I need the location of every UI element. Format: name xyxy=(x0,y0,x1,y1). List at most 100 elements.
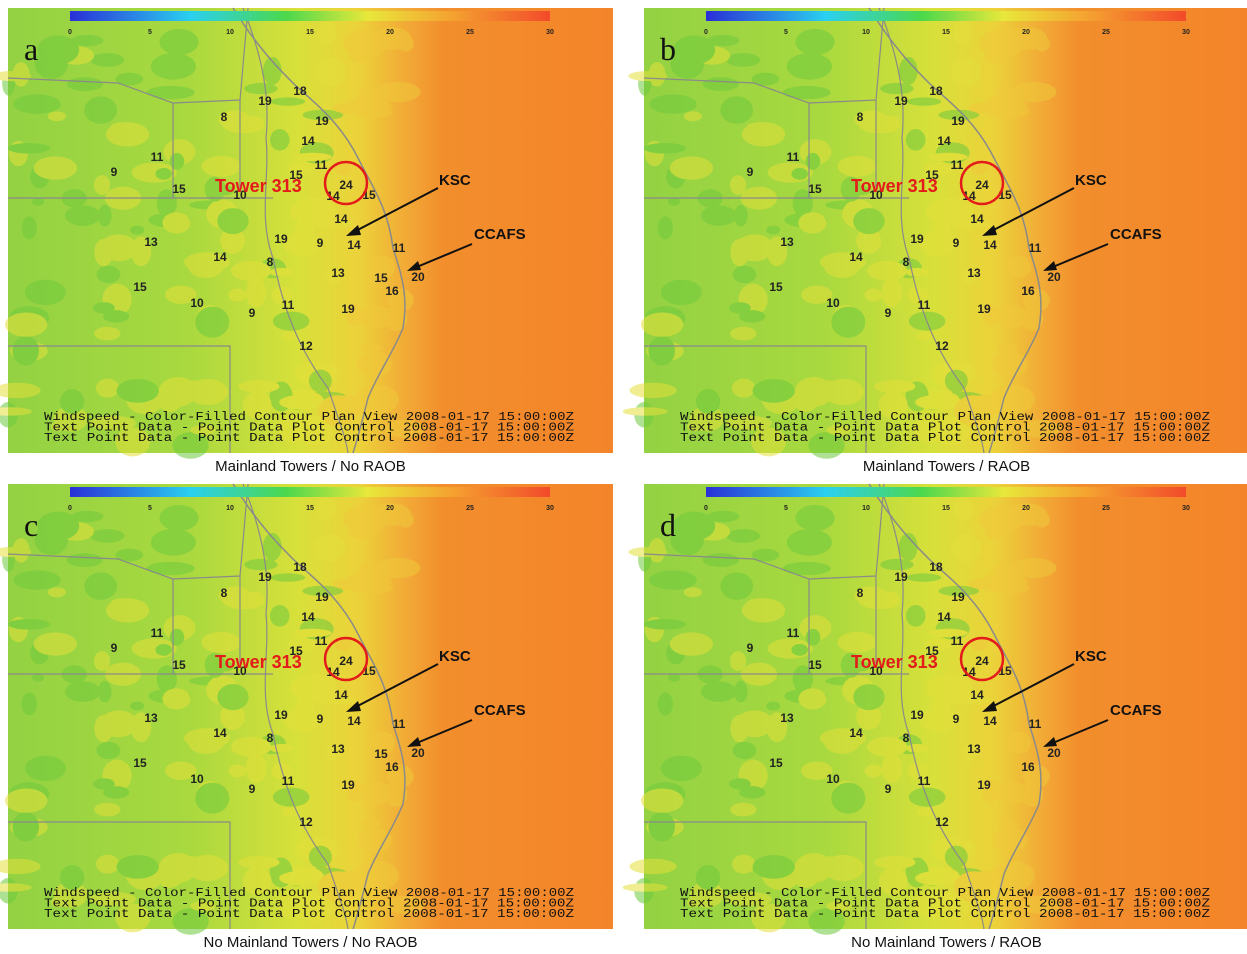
footer-line: Text Point Data - Point Data Plot Contro… xyxy=(680,898,1210,911)
station-value: 14 xyxy=(937,134,951,148)
shade-blob xyxy=(831,782,866,814)
county-lines xyxy=(7,483,273,929)
shade-blob xyxy=(792,665,813,693)
shade-blob xyxy=(162,688,191,710)
ccafs-arrow xyxy=(1047,719,1109,746)
ccafs-label: CCAFS xyxy=(474,226,526,243)
shade-blob xyxy=(730,802,757,817)
shade-blob xyxy=(150,529,197,556)
shade-blob xyxy=(924,638,952,652)
shade-blob xyxy=(801,761,833,780)
shade-blob xyxy=(116,854,159,879)
colorbar-tick-label: 5 xyxy=(784,29,788,36)
colorbar-tick-label: 15 xyxy=(306,505,314,512)
colorbar-tick-label: 0 xyxy=(68,29,72,36)
shade-blob xyxy=(190,901,216,911)
shade-blob xyxy=(831,306,866,338)
footer-line: Text Point Data - Point Data Plot Contro… xyxy=(44,908,574,921)
ccafs-arrowhead xyxy=(1043,737,1057,747)
shade-blob xyxy=(288,891,323,905)
station-value: 11 xyxy=(393,717,406,731)
shade-blob xyxy=(324,268,342,285)
shade-blob xyxy=(864,764,883,778)
station-value: 19 xyxy=(315,590,329,604)
station-value: 15 xyxy=(374,747,388,761)
station-value: 11 xyxy=(951,634,964,648)
shade-blob xyxy=(648,811,676,842)
shade-blob xyxy=(324,744,342,761)
station-value: 11 xyxy=(951,158,964,172)
shade-blob xyxy=(281,807,297,817)
shade-blob xyxy=(97,680,112,703)
shade-blob xyxy=(290,197,337,226)
shade-blob xyxy=(90,529,125,543)
shade-blob xyxy=(924,891,959,905)
colorbar-tick-label: 25 xyxy=(1102,505,1110,512)
shade-blob xyxy=(826,425,852,435)
shade-blob xyxy=(360,819,383,828)
shade-blob xyxy=(1021,895,1061,914)
shade-blob xyxy=(640,788,684,813)
shade-blob xyxy=(0,858,41,875)
shade-blob xyxy=(924,415,959,429)
shade-blob xyxy=(90,53,125,67)
shade-blob xyxy=(292,628,332,638)
shade-blob xyxy=(283,707,321,733)
shade-blob xyxy=(730,326,757,341)
station-value: 8 xyxy=(903,731,910,745)
shade-blob xyxy=(741,598,786,623)
station-value: 15 xyxy=(172,658,186,672)
station-value: 9 xyxy=(317,236,324,250)
shade-blob xyxy=(1021,419,1061,438)
shade-blob xyxy=(628,71,668,82)
footer-line: Text Point Data - Point Data Plot Contro… xyxy=(680,422,1210,435)
station-value: 10 xyxy=(190,772,204,786)
shade-blob xyxy=(99,234,138,262)
shade-blob xyxy=(302,585,344,597)
panel-caption: Mainland Towers / RAOB xyxy=(863,458,1030,475)
station-value: 19 xyxy=(258,94,272,108)
shade-blob xyxy=(201,155,241,177)
colorbar xyxy=(706,11,1186,21)
shade-blob xyxy=(53,882,88,908)
station-value: 14 xyxy=(213,250,227,264)
shade-blob xyxy=(375,557,421,579)
shade-blob xyxy=(731,378,756,398)
station-value: 12 xyxy=(935,815,949,829)
shade-blob xyxy=(92,302,115,314)
shade-blob xyxy=(84,96,118,124)
station-value: 19 xyxy=(951,590,965,604)
colorbar xyxy=(706,487,1186,497)
shade-blob xyxy=(805,628,821,646)
shade-blob xyxy=(314,534,345,562)
shade-blob xyxy=(130,701,145,711)
shade-blob xyxy=(928,152,968,162)
colorbar-tick-label: 30 xyxy=(546,29,554,36)
station-value: 14 xyxy=(213,726,227,740)
shade-blob xyxy=(4,312,48,337)
shade-blob xyxy=(707,510,740,523)
shade-blob xyxy=(155,168,172,180)
station-value: 14 xyxy=(849,250,863,264)
shade-blob xyxy=(726,53,761,67)
shade-blob xyxy=(728,302,751,314)
texture xyxy=(622,21,1061,459)
coastline-inner xyxy=(242,7,349,454)
colorbar-tick-label: 15 xyxy=(942,505,950,512)
station-value: 15 xyxy=(133,756,147,770)
shade-blob xyxy=(905,743,929,753)
shade-blob xyxy=(95,854,120,874)
shade-blob xyxy=(64,681,101,702)
shade-blob xyxy=(823,254,860,278)
shade-blob xyxy=(837,631,877,653)
shade-blob xyxy=(689,406,724,432)
county-lines xyxy=(643,483,909,929)
station-value: 9 xyxy=(747,165,754,179)
shade-blob xyxy=(752,378,795,403)
shade-blob xyxy=(195,306,230,338)
shade-blob xyxy=(786,529,833,556)
footer-line: Windspeed - Color-Filled Contour Plan Vi… xyxy=(680,411,1210,424)
station-value: 15 xyxy=(289,644,303,658)
ksc-arrow xyxy=(349,663,439,711)
shade-blob xyxy=(683,111,702,122)
